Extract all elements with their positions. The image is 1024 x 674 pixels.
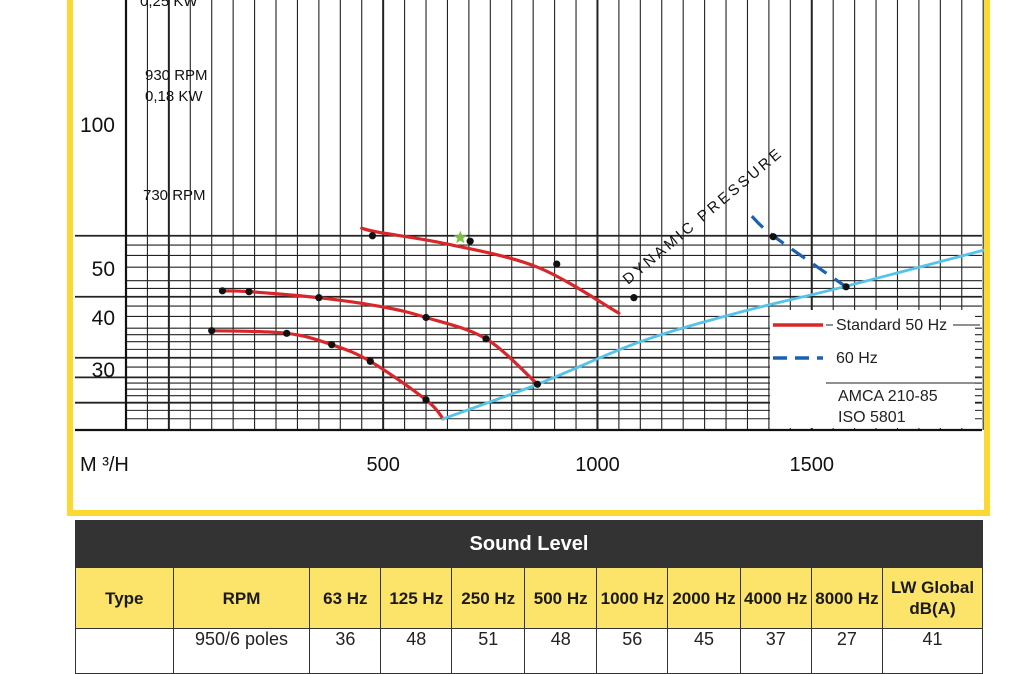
y-tick-label: 100 [80, 114, 115, 137]
y-tick-label: 40 [92, 307, 115, 330]
data-point [769, 233, 777, 241]
data-point [366, 357, 374, 365]
table-header-cell: 8000 Hz [810, 567, 884, 629]
performance-chart-frame: 30405010020050010001500M ³/H1450 RPM0,25… [67, 0, 990, 516]
data-point [466, 237, 474, 245]
y-tick-label: 50 [92, 258, 115, 281]
data-point [533, 380, 542, 388]
legend-label: Standard 50 Hz [836, 317, 947, 334]
table-header-cell: 125 Hz [380, 567, 453, 629]
x-tick-label: 500 [366, 454, 399, 476]
series-line-4 [441, 248, 984, 421]
table-header-row: Type RPM 63 Hz 125 Hz 250 Hz 500 Hz 1000 Hz 200… [75, 567, 983, 629]
table-cell: 56 [596, 628, 669, 674]
data-point [422, 313, 430, 322]
table-title: Sound Level [75, 520, 983, 568]
sound-level-table: Sound Level Type RPM 63 Hz 125 Hz 250 Hz 500 … [75, 520, 983, 674]
x-tick-label: 1500 [790, 454, 835, 476]
star-marker [453, 230, 467, 244]
power-label: 0,18 KW [145, 88, 203, 105]
x-axis-label: M ³/H [80, 454, 129, 476]
table-cell: 41 [882, 628, 983, 674]
table-cell: 27 [810, 628, 884, 674]
data-point [482, 335, 490, 343]
rpm-label: 930 RPM [145, 67, 208, 84]
table-header-cell: 1000 Hz [596, 567, 669, 629]
table-cell: 37 [739, 628, 812, 674]
table-header-cell: 4000 Hz [739, 567, 812, 629]
chart-markers [208, 230, 850, 404]
data-point [218, 287, 227, 295]
standard-label: AMCA 210-85 [838, 388, 938, 405]
legend-label: 60 Hz [836, 350, 878, 367]
series-line-3 [750, 215, 847, 289]
table-cell: 45 [667, 628, 741, 674]
table-cell: 48 [380, 628, 453, 674]
table-cell [75, 628, 174, 674]
table-header-cell: RPM [172, 567, 311, 629]
data-point [208, 327, 216, 335]
table-cell: 36 [309, 628, 382, 674]
table-header-cell: 250 Hz [451, 567, 526, 629]
table-header-cell: 2000 Hz [667, 567, 741, 629]
table-cell: 950/6 poles [172, 628, 311, 674]
legend-label-bg [833, 314, 953, 334]
power-label: 0,25 KW [140, 0, 198, 10]
data-point [328, 341, 336, 349]
data-point [315, 294, 323, 302]
data-point [553, 260, 561, 268]
chart-legend: Standard 50 Hz 60 Hz AMCA 210-85 ISO 5801 [770, 310, 980, 428]
standard-label: ISO 5801 [838, 409, 906, 426]
table-body: 950/6 poles 36 48 51 48 56 45 37 27 41 [75, 628, 983, 674]
table-cell: 51 [451, 628, 526, 674]
table-row: 950/6 poles 36 48 51 48 56 45 37 27 41 [75, 628, 983, 674]
legend-label-bg [833, 347, 953, 367]
x-tick-label: 1000 [575, 454, 620, 476]
performance-chart: 30405010020050010001500M ³/H1450 RPM0,25… [75, 0, 984, 476]
table-header-cell: LW Global dB(A) [882, 567, 983, 629]
data-point [368, 232, 377, 240]
dynamic-pressure-label: DYNAMIC PRESSURE [620, 144, 787, 288]
series-line-2 [210, 329, 445, 421]
data-point [283, 329, 291, 337]
data-point [422, 396, 430, 404]
series-line-0 [360, 226, 621, 315]
data-point [842, 283, 850, 291]
table-cell: 48 [524, 628, 598, 674]
data-point [630, 294, 638, 302]
table-header-cell: 63 Hz [309, 567, 382, 629]
table-header-cell: Type [75, 567, 174, 629]
y-tick-label: 30 [92, 359, 115, 382]
table-header-cell: 500 Hz [524, 567, 598, 629]
rpm-label: 730 RPM [143, 187, 206, 204]
data-point [245, 288, 253, 296]
